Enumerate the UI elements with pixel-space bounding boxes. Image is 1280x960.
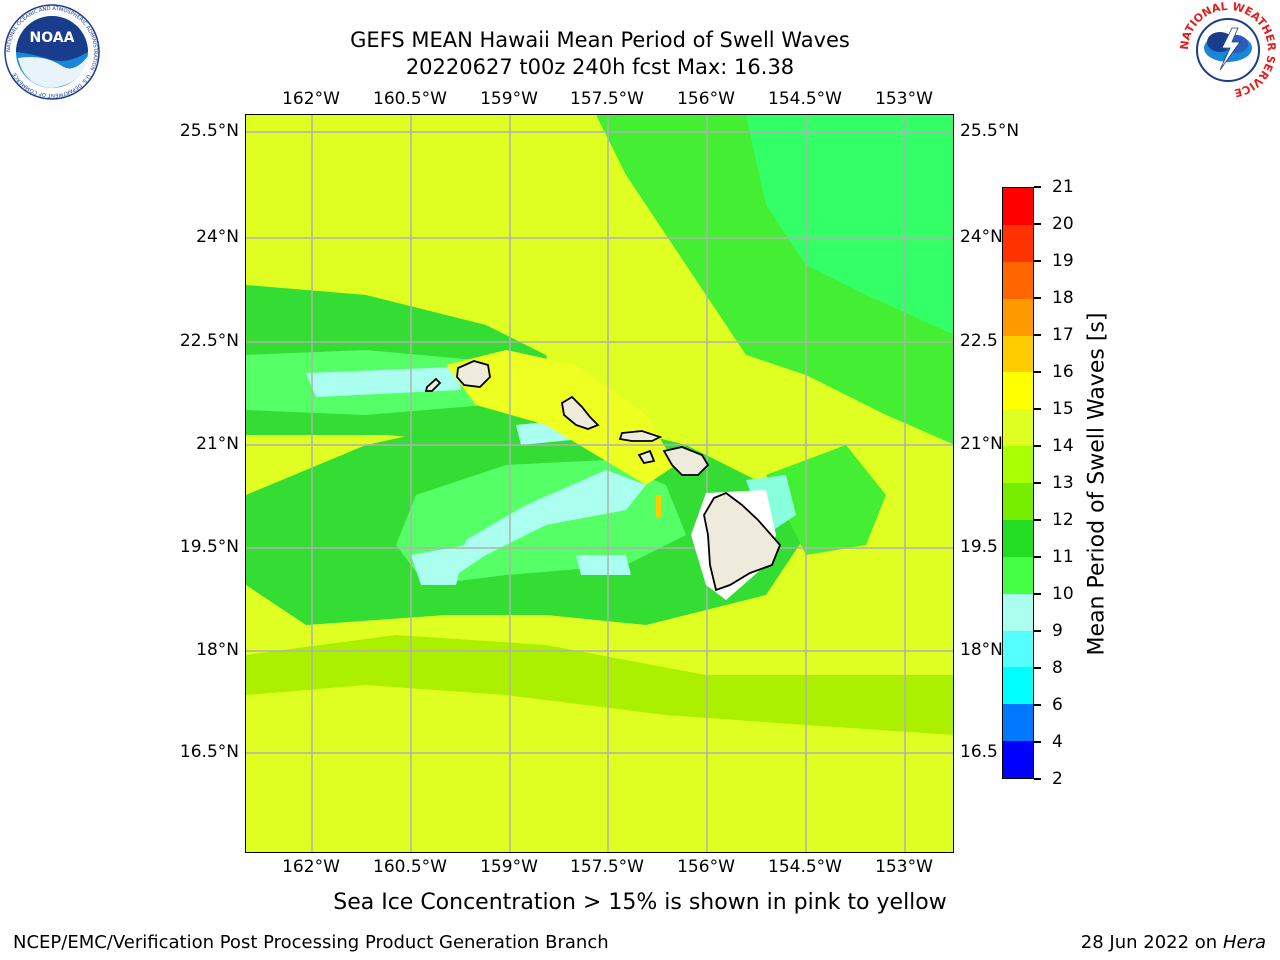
colorbar-tick-mark [1034, 297, 1041, 299]
colorbar-tick-label: 6 [1052, 695, 1063, 715]
colorbar-tick-mark [1034, 630, 1041, 632]
footer-credit: NCEP/EMC/Verification Post Processing Pr… [13, 932, 609, 953]
lon-label-bottom: 153°W [875, 857, 933, 877]
colorbar-tick-label: 12 [1052, 510, 1074, 530]
colorbar-segment [1003, 519, 1033, 557]
island-big-island [703, 491, 782, 592]
colorbar-tick-label: 13 [1052, 473, 1074, 493]
lon-label-top: 162°W [282, 89, 340, 109]
island-kauai [456, 360, 491, 388]
colorbar-tick-label: 19 [1052, 251, 1074, 271]
colorbar-tick-mark [1034, 556, 1041, 558]
colorbar-tick-mark [1034, 371, 1041, 373]
colorbar-tick-mark [1034, 519, 1041, 521]
footer-machine: Hera [1222, 932, 1266, 953]
colorbar-tick-mark [1034, 445, 1041, 447]
lat-label-right: 21°N [960, 434, 1003, 454]
colorbar-tick-mark [1034, 778, 1041, 780]
lon-label-bottom: 162°W [282, 857, 340, 877]
footer-date: 28 Jun 2022 on Hera [1081, 932, 1266, 953]
colorbar-segment [1003, 741, 1033, 778]
colorbar-segment [1003, 630, 1033, 668]
colorbar-segment [1003, 704, 1033, 742]
colorbar-segment [1003, 593, 1033, 631]
island-niihau [424, 377, 442, 392]
noaa-logo: NOAA NATIONAL OCEANIC AND ATMOSPHERIC AD… [4, 4, 100, 100]
lat-label-left: 25.5°N [179, 121, 239, 141]
colorbar-tick-mark [1034, 593, 1041, 595]
lat-label-left: 19.5°N [179, 537, 239, 557]
map-canvas [246, 115, 953, 852]
lon-label-bottom: 159°W [480, 857, 538, 877]
colorbar-tick-mark [1034, 223, 1041, 225]
lat-label-right: 18°N [960, 640, 1003, 660]
colorbar-segment [1003, 261, 1033, 299]
island-oahu [561, 395, 600, 430]
swell-period-map [245, 114, 954, 853]
colorbar-tick-mark [1034, 741, 1041, 743]
chart-subtitle: 20220627 t00z 240h fcst Max: 16.38 [405, 55, 795, 79]
lat-label-right: 24°N [960, 227, 1003, 247]
lat-label-left: 16.5°N [179, 742, 239, 762]
colorbar-segment [1003, 188, 1033, 225]
lat-label-right: 22.5 [960, 331, 998, 351]
lat-label-right: 16.5 [960, 742, 998, 762]
chart-title: GEFS MEAN Hawaii Mean Period of Swell Wa… [350, 28, 850, 52]
colorbar-tick-label: 10 [1052, 584, 1074, 604]
colorbar-tick-label: 14 [1052, 436, 1074, 456]
colorbar-tick-label: 17 [1052, 325, 1074, 345]
lat-label-left: 21°N [196, 434, 239, 454]
colorbar-tick-label: 21 [1052, 177, 1074, 197]
colorbar-tick-mark [1034, 667, 1041, 669]
colorbar-tick-label: 11 [1052, 547, 1074, 567]
lon-label-bottom: 156°W [677, 857, 735, 877]
colorbar-tick-label: 4 [1052, 732, 1063, 752]
lon-label-top: 153°W [875, 89, 933, 109]
lon-label-bottom: 154.5°W [768, 857, 842, 877]
lon-label-top: 154.5°W [768, 89, 842, 109]
lon-label-top: 160.5°W [373, 89, 447, 109]
lat-label-right: 19.5 [960, 537, 998, 557]
colorbar-tick-mark [1034, 408, 1041, 410]
lon-label-bottom: 157.5°W [570, 857, 644, 877]
footer-date-text: 28 Jun 2022 on [1080, 932, 1218, 953]
lat-label-right: 25.5°N [960, 121, 1020, 141]
colorbar-tick-mark [1034, 482, 1041, 484]
sea-ice-note: Sea Ice Concentration > 15% is shown in … [333, 890, 947, 915]
lat-label-left: 22.5°N [179, 331, 239, 351]
lon-label-top: 157.5°W [570, 89, 644, 109]
colorbar [1002, 187, 1034, 779]
colorbar-segment [1003, 335, 1033, 373]
colorbar-tick-label: 16 [1052, 362, 1074, 382]
colorbar-segment [1003, 372, 1033, 410]
colorbar-label: Mean Period of Swell Waves [s] [1084, 312, 1110, 656]
island-maui [662, 446, 710, 476]
lon-label-top: 159°W [480, 89, 538, 109]
island-molokai [618, 430, 663, 442]
colorbar-segment [1003, 224, 1033, 262]
island-lanai [637, 449, 656, 465]
noaa-logo-text: NOAA [30, 30, 75, 46]
colorbar-tick-label: 9 [1052, 621, 1063, 641]
colorbar-tick-label: 20 [1052, 214, 1074, 234]
lat-label-left: 18°N [196, 640, 239, 660]
colorbar-tick-mark [1034, 334, 1041, 336]
colorbar-tick-mark [1034, 186, 1041, 188]
colorbar-segment [1003, 298, 1033, 336]
colorbar-segment [1003, 409, 1033, 447]
colorbar-tick-label: 2 [1052, 769, 1063, 789]
lon-label-top: 156°W [677, 89, 735, 109]
lon-label-bottom: 160.5°W [373, 857, 447, 877]
colorbar-tick-label: 8 [1052, 658, 1063, 678]
colorbar-tick-mark [1034, 260, 1041, 262]
colorbar-tick-label: 15 [1052, 399, 1074, 419]
colorbar-segment [1003, 446, 1033, 483]
colorbar-segment [1003, 556, 1033, 594]
colorbar-tick-mark [1034, 704, 1041, 706]
nws-logo: NATIONAL WEATHER SERVICE [1178, 2, 1278, 98]
lat-label-left: 24°N [196, 227, 239, 247]
colorbar-tick-label: 18 [1052, 288, 1074, 308]
colorbar-segment [1003, 667, 1033, 705]
colorbar-segment [1003, 483, 1033, 520]
